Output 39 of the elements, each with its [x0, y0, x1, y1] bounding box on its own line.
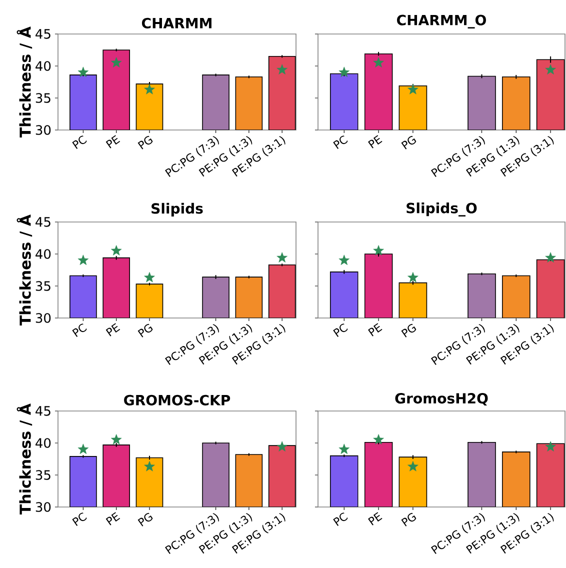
chart-title: Slipids_O — [406, 202, 477, 216]
y-tick-label: 30 — [36, 502, 51, 512]
chart-title: Slipids — [152, 202, 203, 216]
x-tick-label: PE — [106, 512, 120, 526]
y-tick-label: 45 — [36, 217, 50, 227]
x-tick-label: PE — [368, 323, 382, 336]
y-axis-title: Thickness / Å — [16, 26, 32, 138]
y-tick-label: 40 — [36, 61, 51, 71]
chart-title: CHARMM_O — [397, 14, 486, 28]
x-tick-label: PC — [333, 512, 348, 526]
x-tick-label: PG — [138, 324, 153, 338]
y-tick-label: 35 — [36, 281, 50, 291]
y-tick-label: 45 — [36, 406, 50, 416]
x-tick-label: PG — [401, 512, 416, 526]
x-tick-label: PG — [401, 324, 416, 338]
chart-title: GROMOS-CKP — [124, 394, 230, 406]
y-tick-label: 40 — [36, 249, 51, 259]
x-tick-label: PE — [106, 135, 120, 148]
x-tick-label: PC — [72, 324, 87, 337]
y-tick-label: 45 — [36, 29, 50, 39]
x-tick-label: PG — [401, 136, 416, 150]
x-tick-label: PC — [72, 512, 87, 526]
y-tick-label: 35 — [36, 470, 50, 480]
y-tick-label: 30 — [36, 313, 51, 323]
y-tick-label: 40 — [36, 438, 51, 448]
x-tick-label: PG — [138, 512, 153, 526]
x-tick-label: PC — [72, 136, 87, 149]
x-tick-label: PE — [368, 512, 382, 526]
y-tick-label: 35 — [36, 93, 50, 103]
x-tick-label: PG — [138, 136, 153, 150]
y-axis-title: Thickness / Å — [16, 214, 32, 326]
x-tick-label: PE — [106, 323, 120, 336]
x-tick-label: PC — [333, 136, 348, 149]
x-tick-label: PE — [368, 135, 382, 148]
x-tick-label: PC — [333, 324, 348, 337]
y-axis-title: Thickness / Å — [16, 404, 32, 514]
chart-title: GromosH2Q — [395, 393, 488, 406]
y-tick-label: 30 — [36, 125, 51, 135]
chart-title: CHARMM — [142, 18, 212, 28]
